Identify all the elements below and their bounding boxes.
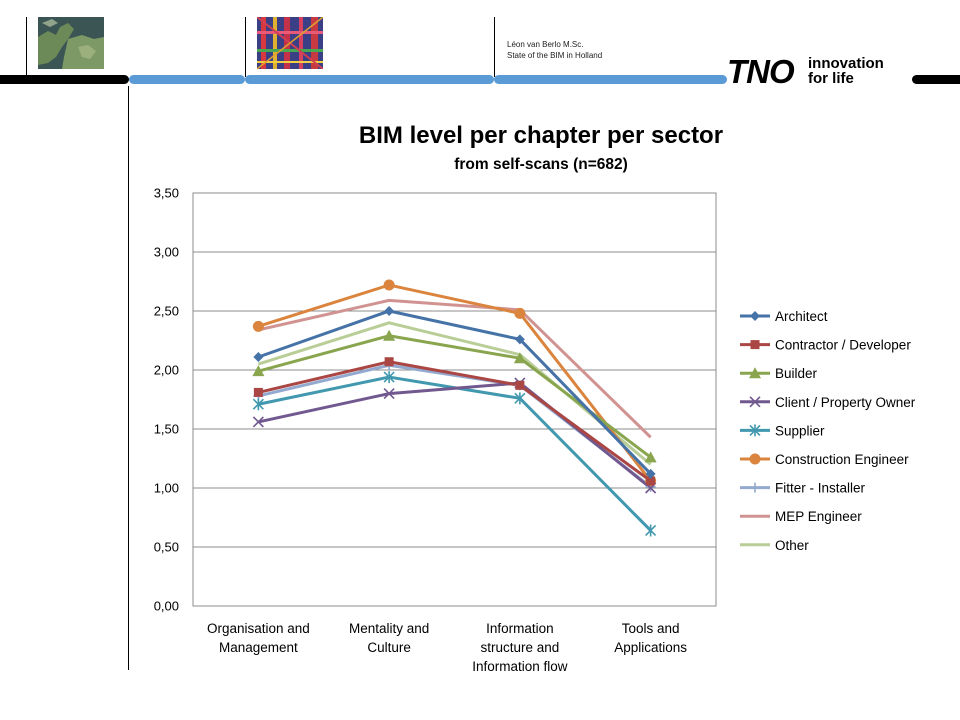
author-info: Léon van Berlo M.Sc. State of the BIM in… — [507, 39, 602, 61]
data-point — [383, 279, 395, 291]
header-divider — [26, 17, 27, 77]
chart-subtitle: from self-scans (n=682) — [454, 156, 628, 173]
content-left-divider — [128, 86, 129, 670]
series-line — [258, 298, 652, 439]
logo-tagline: innovation for life — [808, 56, 884, 86]
y-tick-label: 0,00 — [154, 599, 179, 614]
data-point — [514, 307, 526, 319]
legend-marker — [750, 482, 760, 493]
legend-label: Contractor / Developer — [775, 338, 911, 353]
data-point — [384, 306, 395, 316]
legend-marker — [750, 311, 760, 321]
x-category-label: Organisation and Management — [207, 621, 310, 655]
legend-marker — [750, 340, 760, 350]
x-category-label: Mentality and Culture — [349, 621, 429, 655]
y-tick-label: 3,50 — [154, 186, 179, 201]
industrial-plant-image — [257, 17, 323, 69]
data-point — [644, 451, 657, 463]
legend-label: Architect — [775, 309, 828, 324]
x-category-label: Information structure and Information flow — [472, 621, 568, 674]
data-point — [645, 468, 656, 479]
legend-label: Fitter - Installer — [775, 481, 866, 496]
data-point — [513, 352, 526, 364]
data-point — [514, 334, 525, 345]
tagline-line1: innovation — [808, 55, 884, 72]
data-point — [253, 387, 263, 397]
data-point — [645, 524, 657, 537]
data-point — [252, 320, 264, 332]
y-tick-label: 2,50 — [154, 304, 179, 319]
series-line — [258, 363, 652, 489]
data-point — [252, 416, 264, 428]
data-point — [252, 398, 264, 411]
x-category-label: Tools and Applications — [614, 621, 687, 655]
y-tick-label: 1,50 — [154, 422, 179, 437]
plot-area-border — [192, 192, 717, 607]
header-divider — [494, 17, 495, 77]
data-point — [383, 371, 395, 384]
data-point — [646, 476, 656, 486]
series-line — [258, 360, 652, 483]
data-point — [383, 388, 395, 400]
tno-logo: TNO — [727, 53, 795, 90]
series-line — [257, 283, 652, 482]
y-tick-label: 3,00 — [154, 245, 179, 260]
series-line — [258, 375, 652, 532]
series-line — [257, 321, 652, 466]
author-name: Léon van Berlo M.Sc. — [507, 40, 584, 49]
legend-label: Construction Engineer — [775, 452, 909, 467]
tagline-line2: for life — [808, 70, 854, 87]
data-point — [514, 392, 526, 405]
legend-label: MEP Engineer — [775, 509, 862, 524]
legend-marker — [749, 424, 761, 437]
data-point — [252, 365, 265, 377]
data-point — [515, 380, 525, 390]
chart-title: BIM level per chapter per sector — [359, 122, 723, 149]
legend-marker — [749, 453, 761, 465]
legend-label: Client / Property Owner — [775, 395, 916, 410]
data-point — [253, 352, 264, 363]
y-tick-label: 2,00 — [154, 363, 179, 378]
legend-label: Builder — [775, 366, 818, 381]
series-line — [257, 309, 652, 475]
data-point — [384, 357, 394, 367]
legend-marker — [749, 396, 761, 408]
legend-label: Other — [775, 538, 809, 553]
header-divider — [245, 17, 246, 77]
y-tick-label: 1,00 — [154, 481, 179, 496]
satellite-map-image — [38, 17, 104, 69]
header-bar — [0, 75, 960, 84]
data-point — [383, 329, 396, 341]
legend-label: Supplier — [775, 423, 825, 438]
y-tick-label: 0,50 — [154, 540, 179, 555]
series-line — [258, 381, 652, 490]
presentation-subtitle: State of the BIM in Holland — [507, 51, 603, 60]
legend-marker — [749, 367, 761, 379]
